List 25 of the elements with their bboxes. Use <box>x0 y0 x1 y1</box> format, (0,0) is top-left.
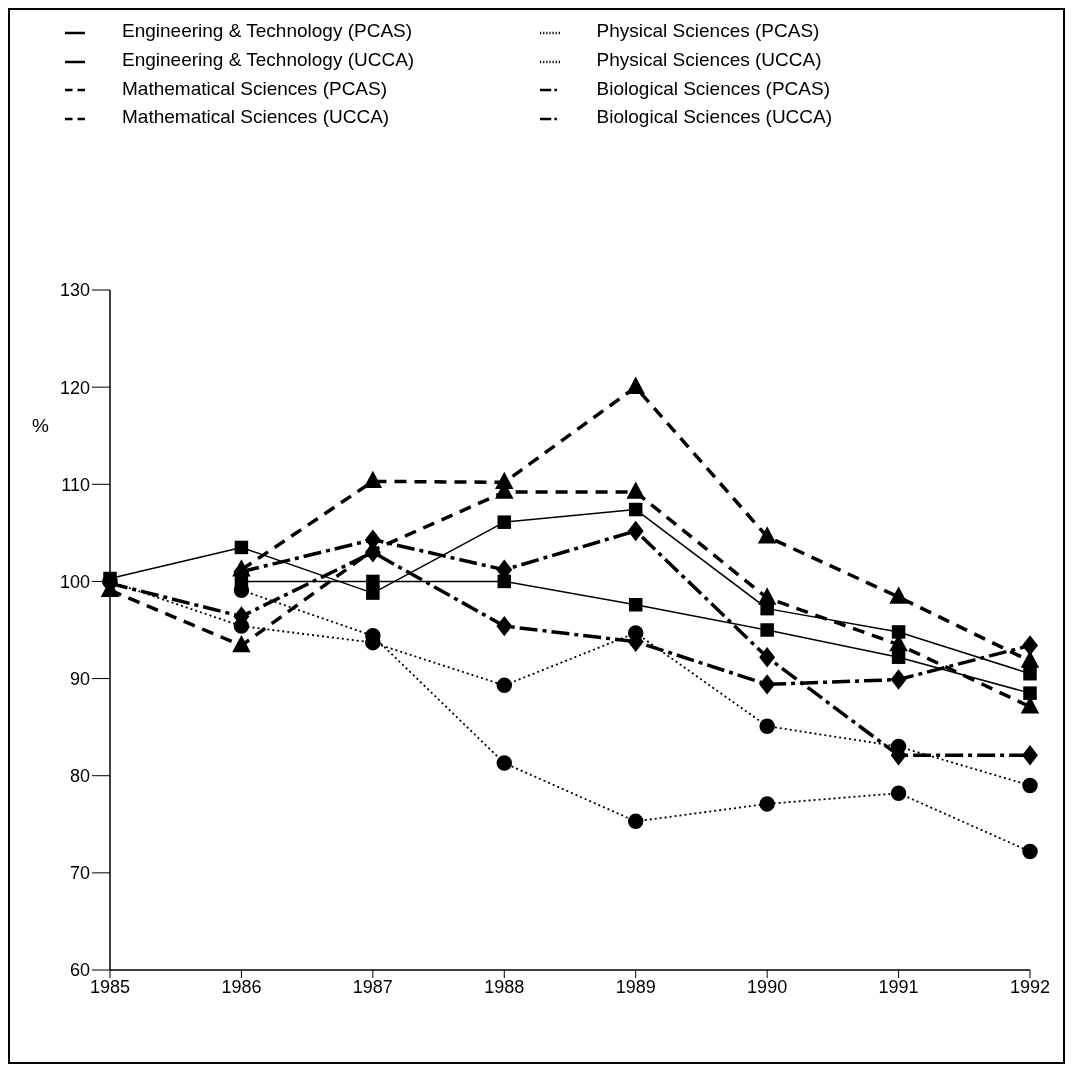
y-tick-label: 90 <box>69 668 90 689</box>
y-tick-label: 80 <box>69 766 90 787</box>
x-tick-label: 1985 <box>89 976 131 997</box>
legend-label: Physical Sciences (UCCA) <box>596 48 822 70</box>
x-tick-label: 1992 <box>1009 976 1051 997</box>
legend-label: Engineering & Technology (UCCA) <box>122 48 415 70</box>
y-tick-label: 100 <box>59 571 90 592</box>
y-tick-label: 110 <box>61 474 90 495</box>
y-tick-label: 60 <box>69 960 90 981</box>
x-tick-label: 1987 <box>352 976 393 997</box>
y-tick-label: 70 <box>69 863 90 884</box>
x-tick-label: 1991 <box>878 976 919 997</box>
legend-label: Engineering & Technology (PCAS) <box>122 20 413 41</box>
legend-label: Mathematical Sciences (UCCA) <box>122 106 390 128</box>
legend-label: Mathematical Sciences (PCAS) <box>122 77 388 99</box>
x-tick-label: 1986 <box>221 976 262 997</box>
y-axis-title: % <box>32 415 49 437</box>
x-tick-label: 1988 <box>484 976 525 997</box>
y-tick-label: 130 <box>59 280 90 301</box>
legend-label: Physical Sciences (PCAS) <box>596 20 820 41</box>
x-tick-label: 1990 <box>747 976 788 997</box>
legend-label: Biological Sciences (UCCA) <box>596 106 833 128</box>
y-tick-label: 120 <box>59 377 90 398</box>
legend-label: Biological Sciences (PCAS) <box>596 77 830 99</box>
x-tick-label: 1989 <box>615 976 656 997</box>
